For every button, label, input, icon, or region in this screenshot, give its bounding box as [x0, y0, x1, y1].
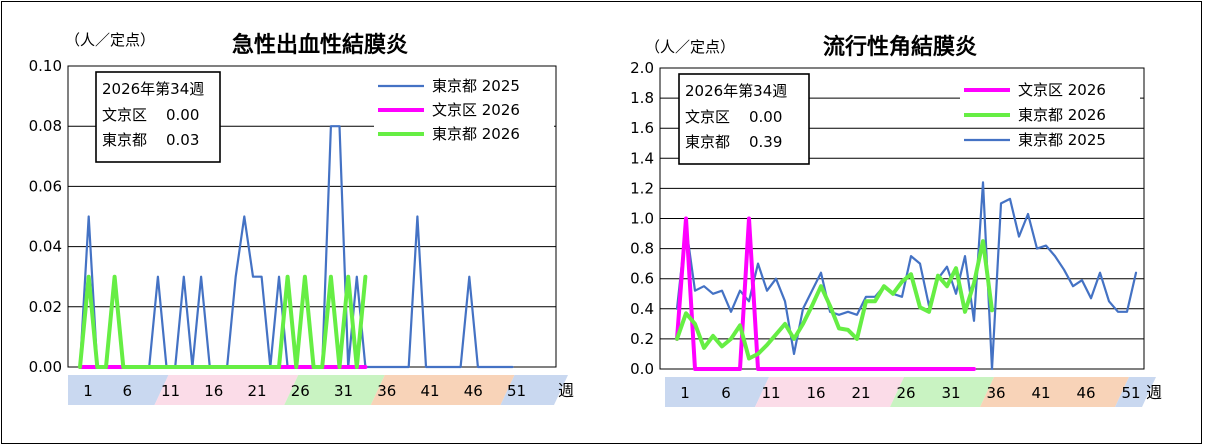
y-unit-label: （人／定点）: [65, 31, 155, 49]
y-tick-label: 1.0: [630, 210, 654, 228]
legend-label: 東京都 2025: [432, 77, 520, 95]
x-tick-label: 26: [896, 384, 915, 402]
x-tick-label: 6: [721, 384, 731, 402]
week-band-segment: [980, 377, 1129, 407]
info-box: [95, 71, 221, 163]
legend-bg: [960, 105, 1140, 125]
info-box-value: 0.00: [749, 108, 782, 126]
week-band: [665, 377, 1156, 407]
week-band-segment: [284, 375, 385, 405]
week-band-segment: [665, 377, 769, 407]
info-box-value: 0.00: [166, 106, 199, 124]
info-box-value: 0.39: [749, 133, 782, 151]
week-band-segment: [1115, 377, 1156, 407]
chart-title: 急性出血性結膜炎: [232, 32, 408, 58]
info-box-value: 0.03: [166, 131, 199, 149]
legend-label: 東京都 2026: [432, 125, 520, 143]
chart-title: 流行性角結膜炎: [823, 34, 977, 60]
x-tick-label: 21: [851, 384, 870, 402]
y-tick-label: 0.08: [29, 117, 62, 135]
legend-label: 文京区 2026: [432, 101, 520, 119]
week-band-segment: [154, 375, 299, 405]
week-band: [68, 375, 568, 405]
info-box-label: 東京都: [685, 133, 730, 151]
legend: 東京都 2025 文京区 2026 東京都 2026: [374, 76, 554, 144]
y-tick-label: 1.2: [630, 179, 654, 197]
chart-panel-1: 0.000.020.040.060.080.101 6 11 16 21 26 31 36 41…: [29, 31, 574, 405]
info-box: [678, 73, 810, 165]
y-tick-label: 0.04: [29, 238, 62, 256]
week-band-segment: [890, 377, 994, 407]
y-tick-label: 0.10: [29, 57, 62, 75]
legend-label: 東京都 2026: [1018, 106, 1106, 124]
y-tick-label: 0.0: [630, 360, 654, 378]
x-tick-label: 46: [464, 382, 483, 400]
x-unit-label: 週: [558, 381, 574, 400]
legend-label: 東京都 2025: [1018, 131, 1106, 149]
legend-bg: [960, 80, 1140, 100]
series-line-3: [78, 274, 368, 369]
y-tick-label: 2.0: [630, 59, 654, 77]
y-tick-label: 1.6: [630, 119, 654, 137]
y-tick-label: 1.8: [630, 89, 654, 107]
x-tick-label: 36: [986, 384, 1005, 402]
y-tick-label: 0.02: [29, 298, 62, 316]
legend-bg: [374, 124, 554, 144]
week-band-segment: [755, 377, 904, 407]
legend-bg: [374, 76, 554, 96]
x-tick-label: 41: [1031, 384, 1050, 402]
x-tick-label: 46: [1076, 384, 1095, 402]
legend-bg: [374, 100, 554, 120]
x-tick-label: 1: [680, 384, 690, 402]
y-tick-label: 0.06: [29, 177, 62, 195]
y-unit-label: （人／定点）: [645, 38, 735, 56]
x-tick-label: 11: [161, 382, 180, 400]
x-tick-label: 36: [377, 382, 396, 400]
info-box-label: 文京区: [685, 108, 730, 126]
y-tick-label: 0.4: [630, 300, 654, 318]
info-box-label: 東京都: [102, 131, 147, 149]
x-tick-label: 16: [806, 384, 825, 402]
week-band-segment: [68, 375, 169, 405]
x-tick-label: 26: [291, 382, 310, 400]
info-box-label: 文京区: [102, 106, 147, 124]
x-tick-label: 51: [1121, 384, 1140, 402]
y-tick-label: 0.2: [630, 330, 654, 348]
x-tick-label: 41: [420, 382, 439, 400]
info-box-week: 2026年第34週: [102, 80, 204, 98]
week-band-segment: [370, 375, 515, 405]
series-line-3: [675, 239, 994, 361]
x-tick-label: 1: [83, 382, 93, 400]
y-tick-label: 0.00: [29, 358, 62, 376]
y-tick-label: 0.8: [630, 240, 654, 258]
x-tick-label: 31: [941, 384, 960, 402]
x-unit-label: 週: [1146, 383, 1162, 402]
y-tick-label: 1.4: [630, 149, 654, 167]
x-tick-label: 21: [247, 382, 266, 400]
legend: 文京区 2026 東京都 2026 東京都 2025: [960, 80, 1140, 150]
chart-panel-2: 0.00.20.40.60.81.01.21.41.61.82.01 6 11 16 2…: [630, 34, 1162, 407]
week-band-segment: [500, 375, 568, 405]
series-line-2: [675, 216, 976, 371]
legend-label: 文京区 2026: [1018, 81, 1106, 99]
y-tick-label: 0.6: [630, 270, 654, 288]
x-tick-label: 51: [507, 382, 526, 400]
x-tick-label: 16: [204, 382, 223, 400]
legend-bg: [960, 130, 1140, 150]
x-tick-label: 31: [334, 382, 353, 400]
info-box-week: 2026年第34週: [685, 82, 787, 100]
x-tick-label: 11: [761, 384, 780, 402]
x-tick-label: 6: [122, 382, 132, 400]
